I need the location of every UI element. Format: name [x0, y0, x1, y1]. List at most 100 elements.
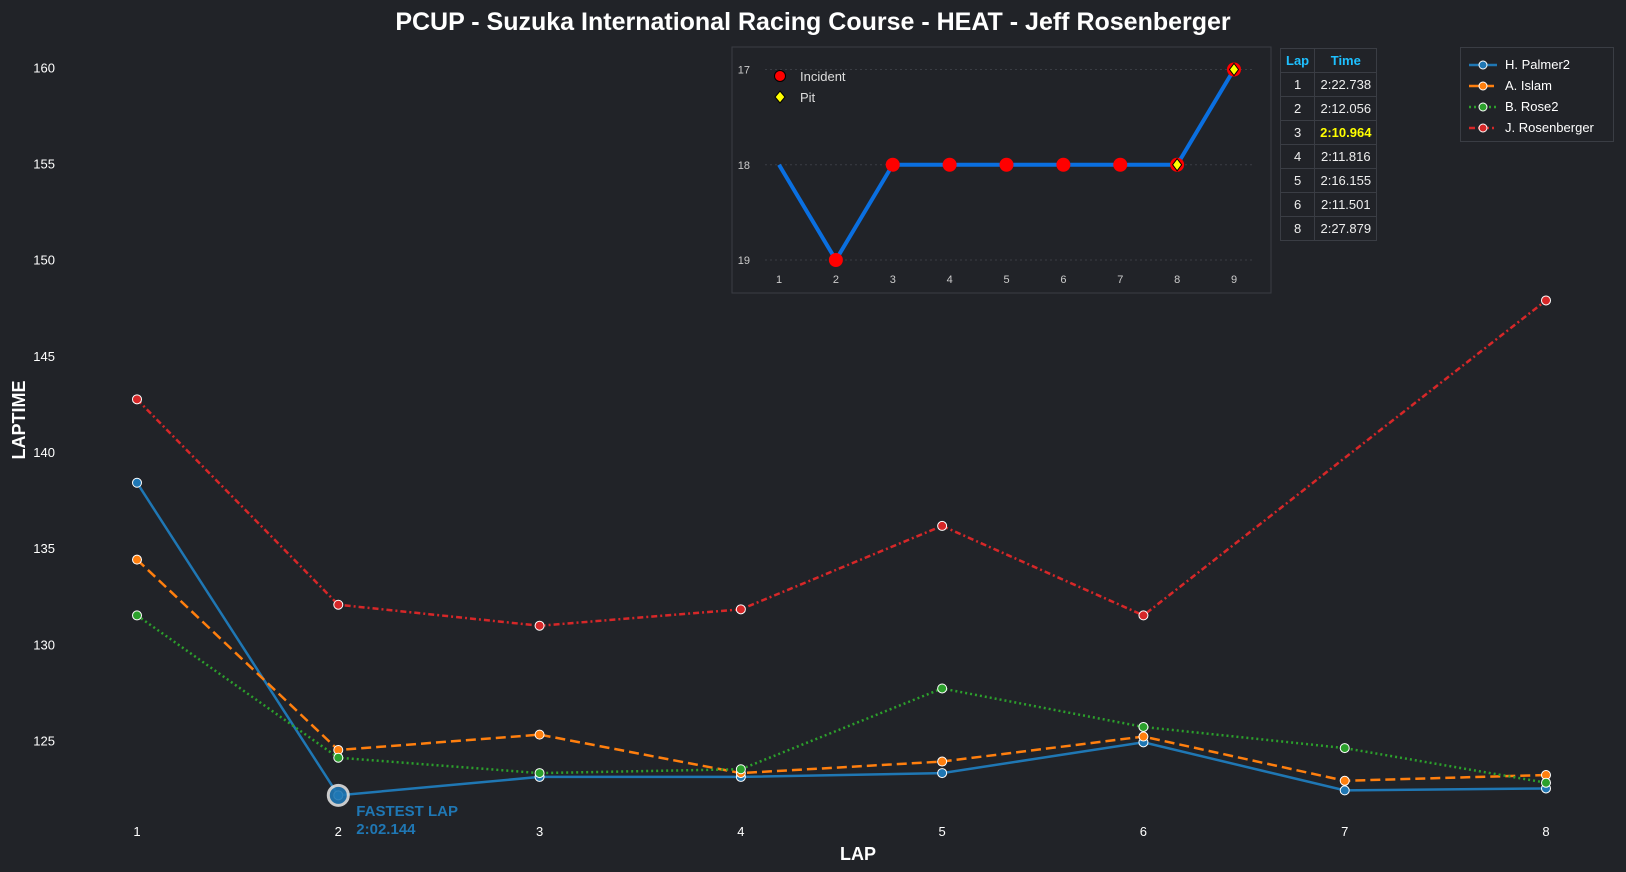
chart-title: PCUP - Suzuka International Racing Cours… [395, 8, 1231, 36]
lap-time-cell: 2:11.816 [1314, 144, 1378, 169]
y-tick-label: 135 [33, 541, 55, 556]
x-tick-label: 1 [133, 824, 140, 839]
incident-legend-icon [774, 70, 786, 82]
data-point [937, 520, 948, 531]
pit-marker [1228, 62, 1240, 77]
table-row: 4 2:11.816 [1279, 144, 1378, 169]
lap-number-cell: 6 [1279, 192, 1316, 217]
y-tick-label: 150 [33, 253, 55, 268]
inset-x-tick: 9 [1231, 274, 1237, 286]
legend-line-icon [1469, 81, 1497, 90]
table-row: 3 2:10.964 [1279, 120, 1378, 145]
y-tick-label: 130 [33, 637, 55, 652]
series-line-b-rose2 [136, 614, 1547, 784]
fastest-lap-time: 2:02.144 [356, 821, 416, 838]
x-tick-label: 5 [939, 824, 946, 839]
inset-x-tick: 2 [833, 274, 839, 286]
inset-x-tick: 6 [1060, 274, 1066, 286]
lap-number-cell: 3 [1279, 120, 1316, 145]
x-tick-label: 3 [536, 824, 543, 839]
data-point [937, 768, 948, 779]
incident-marker [828, 253, 843, 267]
inset-x-tick: 7 [1117, 274, 1123, 286]
data-point [534, 768, 545, 779]
y-tick-label: 160 [33, 60, 55, 75]
data-point [333, 752, 344, 763]
laptime-table: Lap Time 1 2:22.738 2 2:12.056 3 2:10.964 4 2:1… [1279, 48, 1378, 241]
table-row: 6 2:11.501 [1279, 192, 1378, 217]
series-line-h-palmer2 [135, 482, 1547, 797]
incident-marker [1113, 157, 1128, 172]
inset-x-tick: 5 [1003, 274, 1009, 286]
data-point [132, 394, 142, 405]
data-point [735, 604, 746, 615]
series-line-a-islam [136, 558, 1547, 783]
legend-item: J. Rosenberger [1461, 117, 1613, 138]
x-tick-label: 4 [737, 824, 744, 839]
y-tick-label: 155 [33, 157, 55, 172]
data-point [1541, 777, 1551, 788]
legend-line-icon [1469, 102, 1497, 111]
legend-label: A. Islam [1505, 78, 1552, 93]
legend-label: J. Rosenberger [1505, 120, 1594, 135]
y-tick-label: 140 [33, 445, 55, 460]
x-tick-label: 8 [1542, 824, 1549, 839]
table-row: 2 2:12.056 [1279, 96, 1378, 121]
y-tick-label: 145 [33, 349, 55, 364]
data-point [937, 683, 948, 694]
inset-x-tick: 4 [947, 274, 953, 286]
x-tick-label: 7 [1341, 824, 1348, 839]
incident-marker [885, 157, 900, 172]
legend-line-icon [1469, 60, 1497, 69]
data-point [1138, 610, 1149, 621]
inset-x-tick: 8 [1174, 274, 1180, 286]
inset-y-tick: 19 [738, 255, 750, 267]
pit-marker [1172, 157, 1183, 172]
legend-label: B. Rose2 [1505, 99, 1559, 114]
pit-legend-label: Pit [800, 90, 816, 105]
table-row: 8 2:27.879 [1279, 216, 1378, 241]
data-point [1138, 731, 1149, 742]
legend-line-icon [1469, 123, 1497, 132]
data-point [1541, 295, 1551, 306]
lap-number-cell: 8 [1279, 216, 1316, 241]
table-header-lap: Lap [1279, 48, 1316, 73]
x-tick-label: 2 [335, 824, 342, 839]
incident-marker [942, 157, 957, 172]
legend-label: H. Palmer2 [1505, 57, 1571, 72]
lap-time-cell: 2:27.879 [1314, 216, 1378, 241]
y-tick-label: 125 [33, 733, 55, 748]
data-point [534, 620, 545, 631]
fastest-lap-label: FASTEST LAP [356, 803, 458, 820]
table-row: 5 2:16.155 [1279, 168, 1378, 193]
lap-number-cell: 1 [1279, 72, 1316, 97]
data-point [1138, 721, 1149, 732]
series-line-j-rosenberger [136, 299, 1547, 627]
table-header-time: Time [1314, 48, 1378, 73]
data-point [534, 729, 545, 740]
data-point [937, 756, 948, 767]
data-point [132, 554, 142, 565]
legend-item: H. Palmer2 [1461, 54, 1613, 75]
lap-number-cell: 2 [1279, 96, 1316, 121]
data-point [132, 477, 142, 488]
lap-time-cell: 2:11.501 [1314, 192, 1378, 217]
data-point [132, 610, 142, 621]
lap-number-cell: 4 [1279, 144, 1316, 169]
pit-legend-icon [774, 90, 786, 104]
data-point [735, 764, 746, 775]
x-tick-label: 6 [1140, 824, 1147, 839]
incident-marker [1056, 157, 1071, 172]
lap-time-cell: 2:16.155 [1314, 168, 1378, 193]
y-axis-label: LAPTIME [9, 381, 29, 460]
lap-number-cell: 5 [1279, 168, 1316, 193]
data-point [1339, 775, 1350, 786]
inset-y-tick: 18 [738, 160, 750, 172]
inset-x-tick: 3 [890, 274, 896, 286]
legend-item: B. Rose2 [1461, 96, 1613, 117]
lap-time-cell: 2:12.056 [1314, 96, 1378, 121]
incident-legend-label: Incident [800, 69, 846, 84]
legend: H. Palmer2 A. Islam B. Rose2 J. Rosenberger [1460, 47, 1614, 142]
incident-marker [999, 157, 1014, 172]
